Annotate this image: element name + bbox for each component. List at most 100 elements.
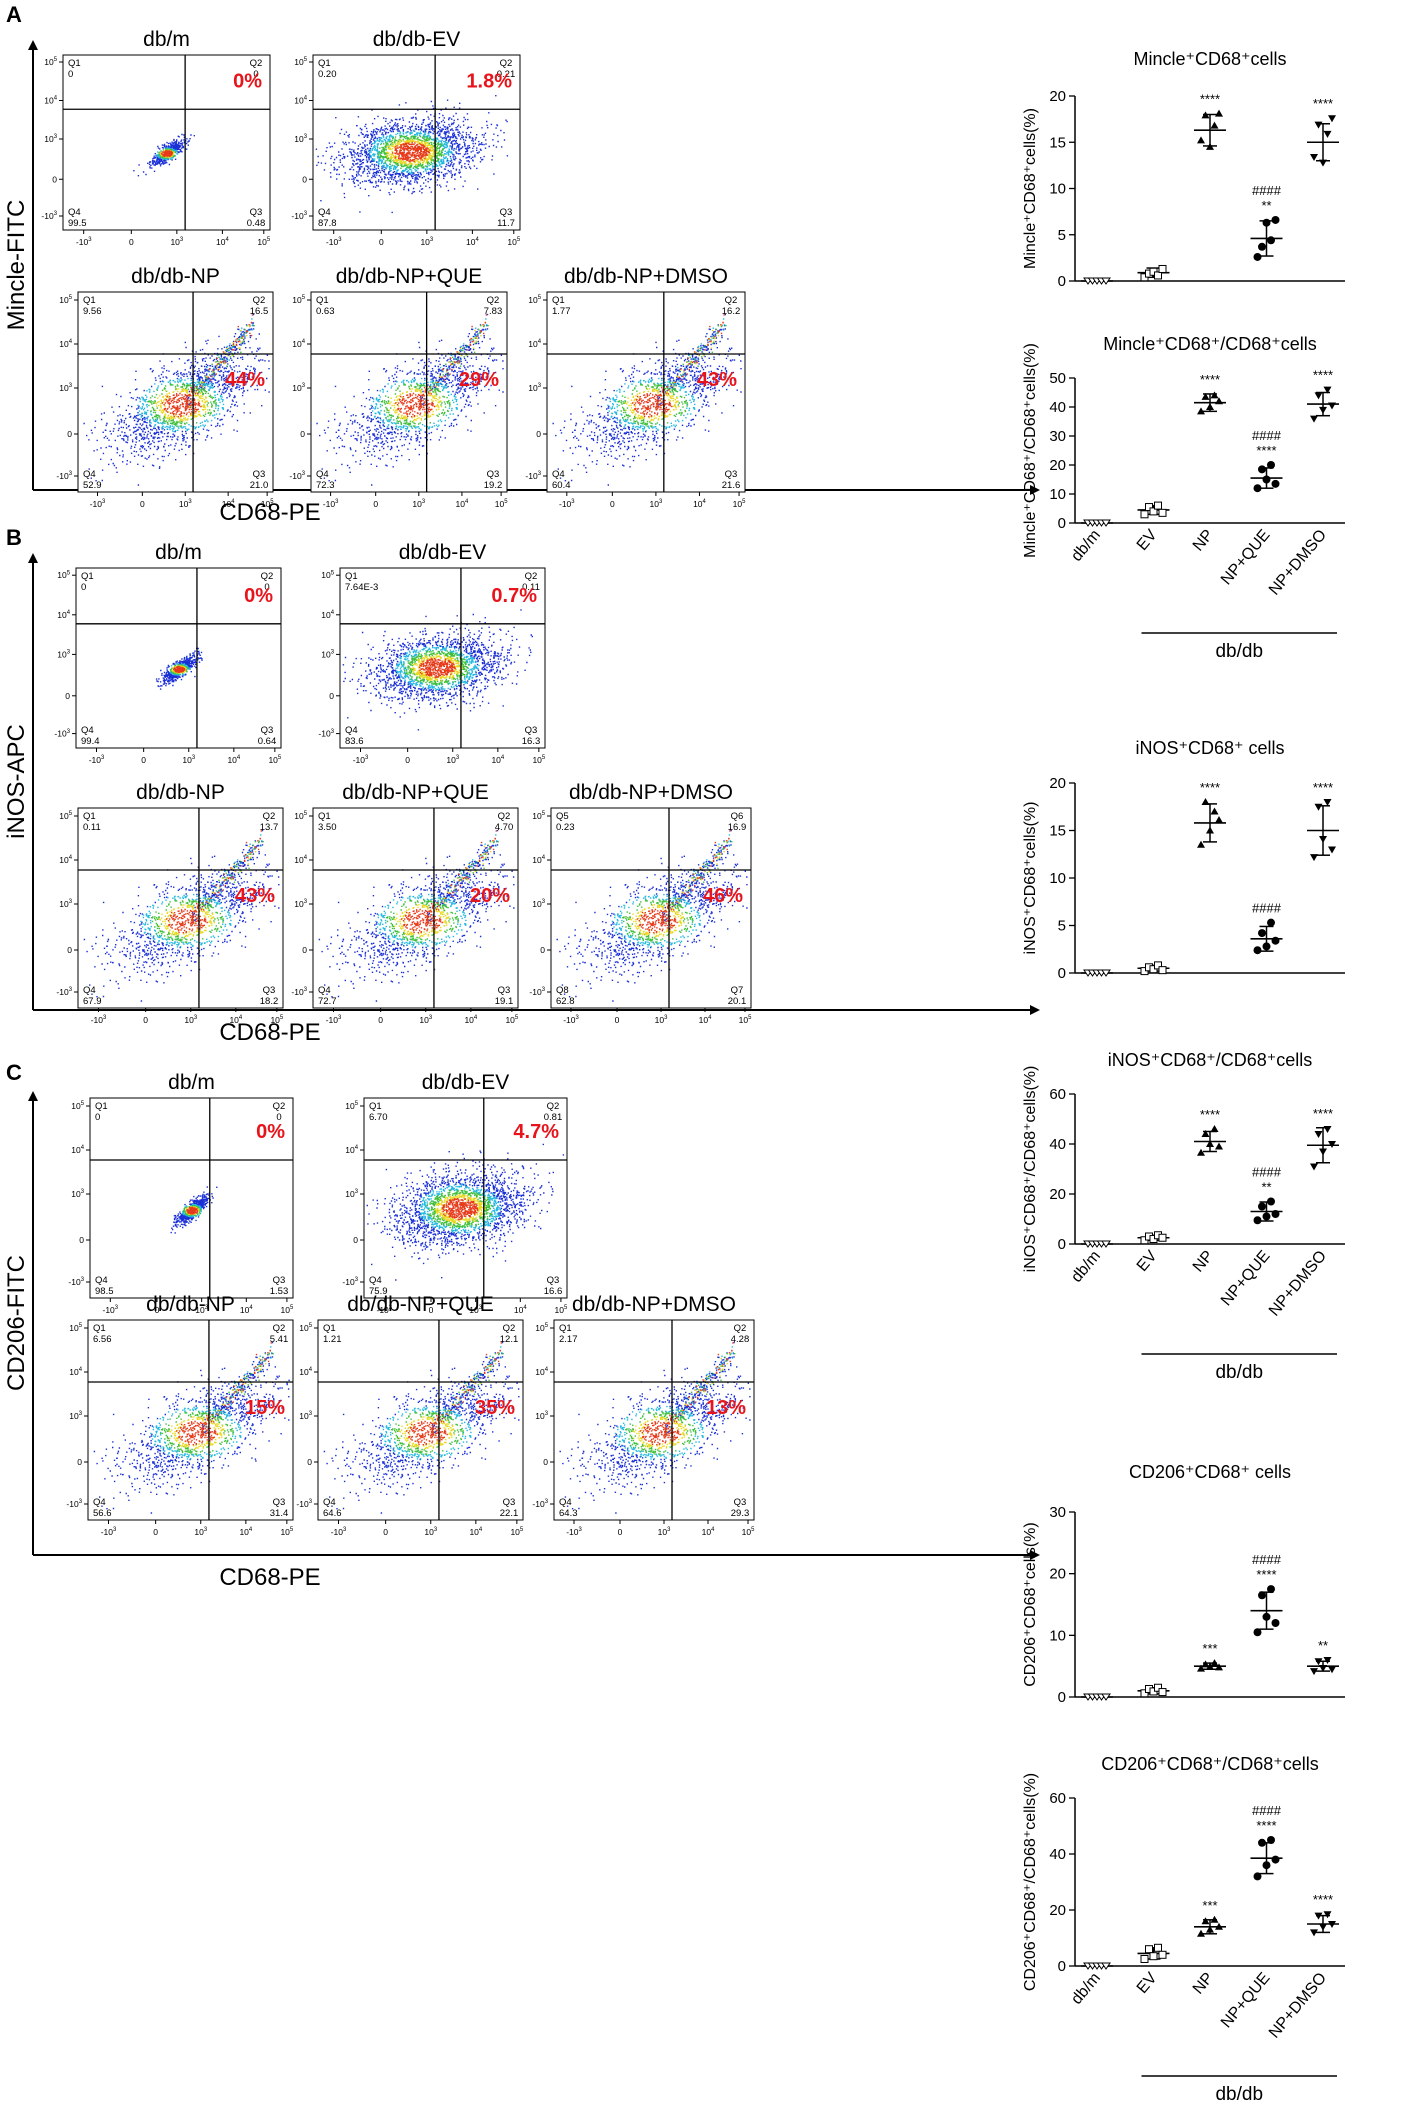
data-point-triangle-down (1310, 1668, 1318, 1676)
x-tick-label: 0 (155, 1305, 160, 1315)
x-tick-label: 0 (405, 755, 410, 765)
data-point-triangle-filled (1215, 109, 1223, 117)
flow-dots (93, 1341, 290, 1514)
y-tick-label: 103 (44, 134, 57, 144)
q2-percent-label: 0% (256, 1121, 285, 1143)
flow-plot-title: db/db-NP+QUE (342, 781, 489, 804)
data-point-circle (1253, 252, 1262, 261)
q2-percent-label: 0.7% (491, 585, 537, 607)
dot-plot-x-tick-label: NP+QUE (1218, 527, 1274, 589)
flow-dot-layer (150, 841, 264, 943)
quadrant-q2-value: 7.83 (484, 306, 503, 317)
dot-plot-title: iNOS⁺CD68⁺ cells (1135, 738, 1284, 758)
dot-plot-y-tick-label: 50 (1049, 370, 1066, 387)
data-point-square (1154, 501, 1162, 510)
group-caption: db/db (1215, 641, 1263, 662)
quadrant-q3-value: 20.1 (728, 996, 747, 1007)
x-tick-label: -103 (89, 755, 105, 765)
y-tick-label: 0 (67, 429, 72, 439)
significance-label: **** (1256, 1818, 1276, 1833)
y-tick-label: 104 (535, 1367, 548, 1377)
data-point-circle (1262, 1612, 1271, 1621)
x-tick-label: 105 (733, 499, 746, 509)
quadrant-q4-value: 72.7 (318, 996, 337, 1007)
y-tick-label: -103 (532, 1499, 548, 1509)
y-tick-label: 103 (345, 1189, 358, 1199)
data-point-triangle-filled (1201, 392, 1210, 400)
x-tick-label: 0 (615, 1015, 620, 1025)
flow-plot-title: db/db-EV (422, 1071, 510, 1094)
quadrant-q3-value: 18.2 (260, 996, 279, 1007)
quadrant-q3-name: Q3 (547, 1275, 560, 1286)
data-point-triangle-down (1323, 130, 1332, 138)
y-tick-label: 105 (292, 295, 305, 305)
quadrant-q4-name: Q8 (556, 985, 569, 996)
flow-dots (155, 647, 203, 690)
data-point-square (1158, 508, 1167, 517)
quadrant-q1-name: Q1 (93, 1323, 106, 1334)
flow-dot-layer (622, 841, 733, 943)
dot-plot-group: **#### (1250, 183, 1283, 261)
quadrant-q3-name: Q3 (250, 207, 263, 218)
flow-plot-frame (75, 567, 282, 749)
data-point-circle (1258, 1838, 1266, 1847)
x-tick-label: 0 (379, 237, 384, 247)
flow-plot-title: db/db-NP (146, 1293, 235, 1316)
significance-label: *** (1202, 1898, 1217, 1913)
data-point-triangle-down (1314, 392, 1323, 400)
data-point-triangle-filled (1210, 807, 1219, 815)
data-point-triangle-down (1314, 1658, 1323, 1666)
data-point-triangle-filled (1197, 1148, 1205, 1156)
quadrant-q1-value: 0.23 (556, 822, 575, 833)
data-point-circle (1267, 461, 1275, 469)
significance-label: **** (1313, 780, 1333, 795)
quadrant-q3-value: 11.7 (497, 218, 515, 229)
x-tick-label: 104 (469, 1527, 482, 1537)
y-tick-label: 0 (65, 691, 70, 701)
x-tick-label: 103 (424, 1527, 437, 1537)
flow-dot-layer (83, 313, 270, 486)
dot-plot: 0 10 20 30 40 50 Mincle⁺CD68⁺/CD68⁺cells Mincle… (1022, 334, 1345, 662)
flow-plot: Q11.21Q212.1Q464.6Q322.135%db/db-NP+QUE-… (296, 1293, 524, 1537)
data-point-triangle (1101, 1240, 1111, 1248)
data-point-triangle (1101, 519, 1111, 527)
significance-label: **** (1200, 1107, 1220, 1122)
x-tick-label: 104 (491, 755, 504, 765)
quadrant-q2-value: 5.41 (270, 1334, 289, 1345)
y-tick-label: -103 (66, 1499, 82, 1509)
y-tick-label: 105 (44, 57, 57, 67)
data-point-triangle-filled (1210, 1659, 1219, 1667)
y-tick-label: 0 (52, 174, 57, 184)
flow-dot-layer (385, 841, 499, 943)
x-tick-label: 105 (505, 1015, 518, 1025)
quadrant-q3-value: 29.3 (731, 1508, 750, 1519)
x-axis-arrowhead (1030, 485, 1040, 495)
flow-plot-frame (363, 1097, 568, 1299)
significance-label: **** (1200, 780, 1220, 795)
data-point-triangle-down (1328, 402, 1336, 410)
q2-percent-label: 35% (475, 1397, 515, 1419)
data-point-triangle-down (1310, 154, 1318, 162)
dot-plot-y-tick-label: 40 (1049, 1846, 1066, 1863)
data-point-square (1149, 1952, 1158, 1961)
dot-plot-y-tick-label: 40 (1049, 399, 1066, 416)
dot-plot-title: Mincle⁺CD68⁺cells (1133, 49, 1286, 69)
flow-plot-frame (310, 291, 508, 493)
q2-percent-label: 44% (225, 369, 265, 391)
data-point-square (1145, 1945, 1153, 1954)
y-tick-label: -103 (296, 1499, 312, 1509)
data-point-triangle-down (1323, 799, 1332, 806)
flow-dot-layer (434, 1193, 486, 1224)
data-point-circle (1271, 936, 1280, 945)
data-point-triangle-filled (1215, 397, 1223, 405)
data-point-triangle-down (1314, 803, 1323, 811)
quadrant-q2-name: Q2 (498, 811, 511, 822)
flow-plot-title: db/db-NP+QUE (336, 265, 483, 288)
x-tick-label: 0 (141, 755, 146, 765)
x-axis-arrowhead (1030, 1005, 1040, 1015)
y-axis-arrowhead (28, 553, 38, 563)
quadrant-q4-name: Q4 (559, 1497, 572, 1508)
flow-plot-title: db/db-NP+QUE (347, 1293, 494, 1316)
